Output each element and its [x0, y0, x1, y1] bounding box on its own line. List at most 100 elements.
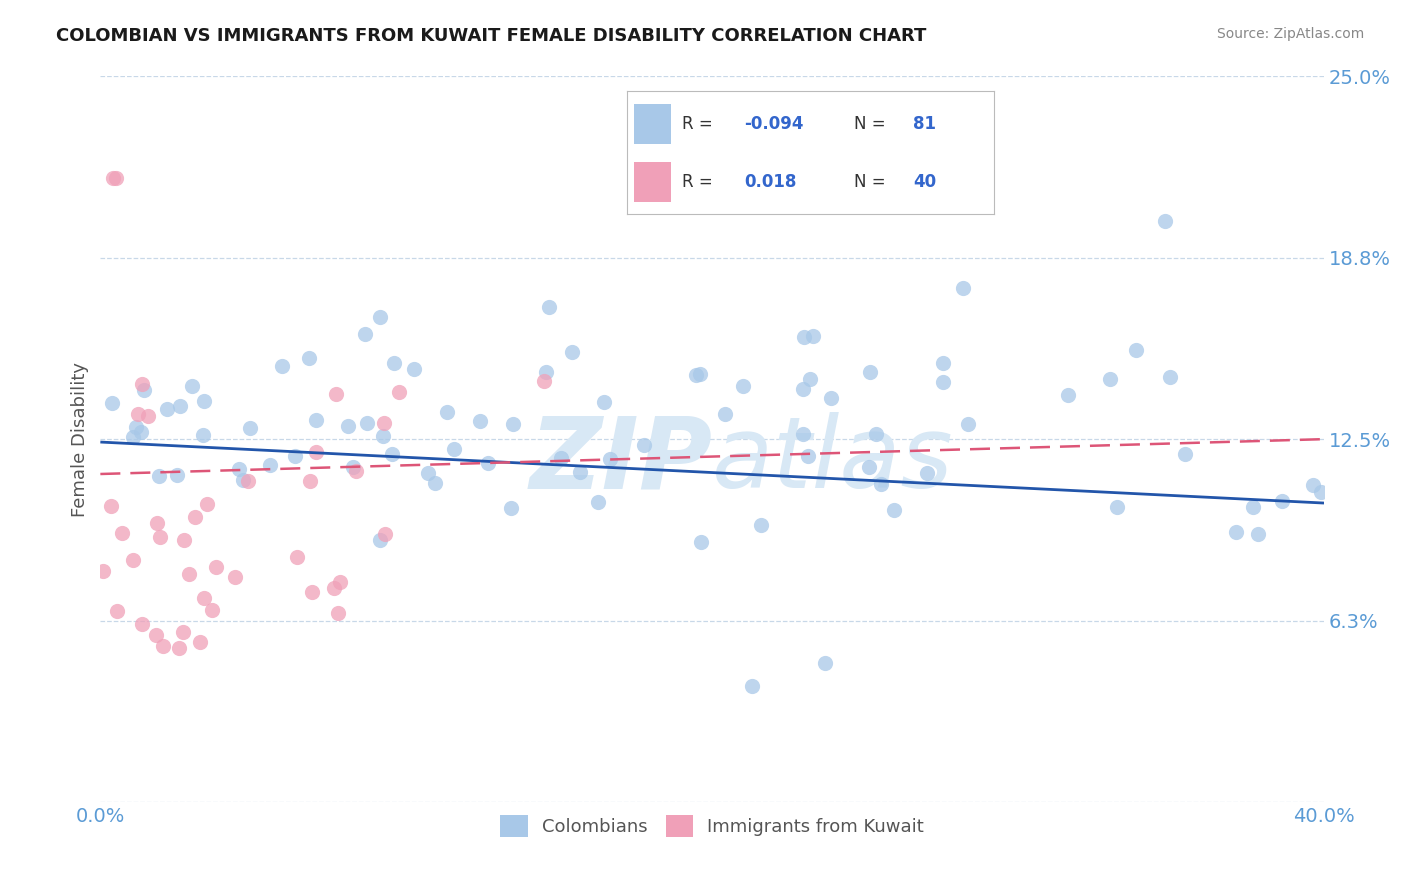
Point — [232, 473, 254, 487]
Y-axis label: Female Disability: Female Disability — [72, 361, 89, 516]
Point — [915, 467, 938, 481]
Point — [284, 449, 307, 463]
Point — [859, 365, 882, 379]
Point — [356, 416, 378, 430]
Point — [569, 466, 592, 480]
Point — [298, 474, 321, 488]
Point — [305, 412, 328, 426]
Point — [329, 574, 352, 589]
Point — [184, 509, 207, 524]
Point — [381, 447, 404, 461]
Point — [561, 344, 583, 359]
Point — [156, 402, 179, 417]
Point — [93, 565, 115, 579]
Point — [228, 462, 250, 476]
Point — [593, 395, 616, 409]
Point — [865, 427, 887, 442]
Point — [793, 330, 815, 344]
Point — [685, 368, 707, 383]
Point — [368, 310, 391, 324]
Point — [388, 385, 411, 400]
Point — [169, 640, 191, 655]
Point — [820, 392, 842, 406]
Point — [195, 497, 218, 511]
Point — [499, 501, 522, 516]
Point — [423, 475, 446, 490]
Point — [193, 394, 215, 409]
Point — [801, 329, 824, 343]
Point — [689, 368, 711, 382]
Point — [402, 362, 425, 376]
Point — [305, 445, 328, 459]
Point — [259, 458, 281, 472]
Point — [181, 379, 204, 393]
Point — [1159, 369, 1181, 384]
Point — [342, 459, 364, 474]
Point — [1098, 372, 1121, 386]
Legend: Colombians, Immigrants from Kuwait: Colombians, Immigrants from Kuwait — [494, 807, 931, 844]
Point — [588, 495, 610, 509]
Point — [173, 533, 195, 548]
Point — [354, 326, 377, 341]
Point — [285, 549, 308, 564]
Point — [1309, 484, 1331, 499]
Point — [952, 281, 974, 295]
Point — [101, 170, 124, 185]
Point — [368, 533, 391, 548]
Point — [382, 356, 405, 370]
Point — [799, 371, 821, 385]
Point — [932, 375, 955, 389]
Point — [443, 442, 465, 457]
Point — [127, 408, 149, 422]
Point — [534, 365, 557, 379]
Point — [169, 400, 191, 414]
Point — [1241, 500, 1264, 514]
Point — [134, 383, 156, 397]
Point — [104, 170, 127, 185]
Point — [344, 464, 367, 478]
Point — [741, 679, 763, 693]
Point — [200, 603, 222, 617]
Point — [1174, 447, 1197, 461]
Text: COLOMBIAN VS IMMIGRANTS FROM KUWAIT FEMALE DISABILITY CORRELATION CHART: COLOMBIAN VS IMMIGRANTS FROM KUWAIT FEMA… — [56, 27, 927, 45]
Point — [239, 421, 262, 435]
Point — [371, 428, 394, 442]
Point — [1107, 500, 1129, 515]
Point — [1302, 478, 1324, 492]
Point — [1247, 527, 1270, 541]
Point — [131, 616, 153, 631]
Point — [1154, 214, 1177, 228]
Point — [731, 379, 754, 393]
Point — [136, 409, 159, 423]
Point — [502, 417, 524, 432]
Point — [177, 566, 200, 581]
Point — [188, 635, 211, 649]
Point — [191, 428, 214, 442]
Point — [111, 526, 134, 541]
Point — [270, 359, 292, 373]
Point — [122, 430, 145, 444]
Point — [749, 517, 772, 532]
Point — [105, 604, 128, 618]
Point — [374, 526, 396, 541]
Point — [193, 591, 215, 605]
Point — [883, 503, 905, 517]
Point — [301, 584, 323, 599]
Point — [100, 500, 122, 514]
Point — [956, 417, 979, 431]
Point — [166, 468, 188, 483]
Point — [533, 374, 555, 388]
Point — [152, 640, 174, 654]
Point — [148, 469, 170, 483]
Point — [792, 426, 814, 441]
Point — [131, 425, 153, 439]
Point — [325, 387, 347, 401]
Point — [122, 552, 145, 566]
Point — [145, 627, 167, 641]
Text: Source: ZipAtlas.com: Source: ZipAtlas.com — [1216, 27, 1364, 41]
Point — [336, 419, 359, 434]
Point — [714, 407, 737, 421]
Point — [932, 355, 955, 369]
Point — [550, 450, 572, 465]
Point — [1225, 524, 1247, 539]
